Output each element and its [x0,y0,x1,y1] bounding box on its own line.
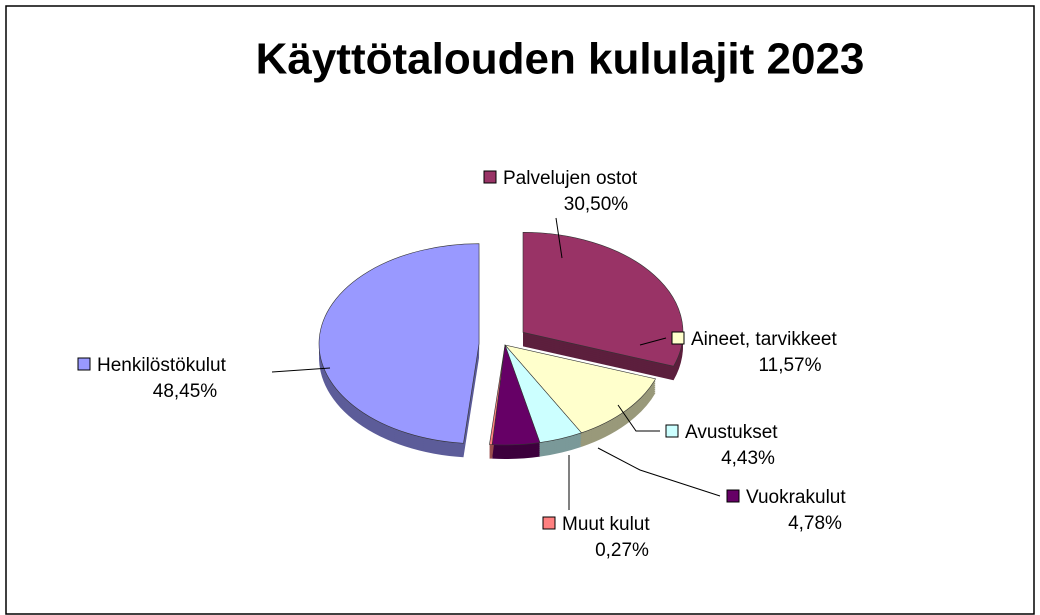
slice-tops [318,232,684,446]
leader-line [617,404,660,432]
legend-marker [542,516,556,530]
category-label: Aineet, tarvikkeet [691,329,837,350]
value-label: 4,78% [788,513,842,534]
value-label: 11,57% [758,355,821,376]
leader-line [597,447,721,497]
legend-marker [77,357,91,371]
leader-line [639,337,667,346]
slice [489,344,506,445]
value-label: 0,27% [595,540,649,561]
slice [318,243,480,444]
category-label: Avustukset [685,422,778,443]
chart-title: Käyttötalouden kululajit 2023 [256,35,865,84]
labels: Palvelujen ostot 30,50% Aineet, tarvikkeet… [77,168,846,561]
legend-marker [671,331,685,345]
category-label: Muut kulut [562,514,650,535]
category-label: Henkilöstökulut [97,355,227,376]
value-label: 48,45% [153,381,218,402]
slice [504,344,657,434]
legend-marker [483,170,497,184]
value-label: 4,43% [721,448,775,469]
leader-line [555,217,563,259]
legend-marker [726,489,740,503]
value-label: 30,50% [564,194,629,215]
category-label: Palvelujen ostot [503,168,638,189]
chart-frame [5,5,1035,615]
legend-marker [665,424,679,438]
leader-line [271,367,331,373]
category-label: Vuokrakulut [746,487,846,508]
